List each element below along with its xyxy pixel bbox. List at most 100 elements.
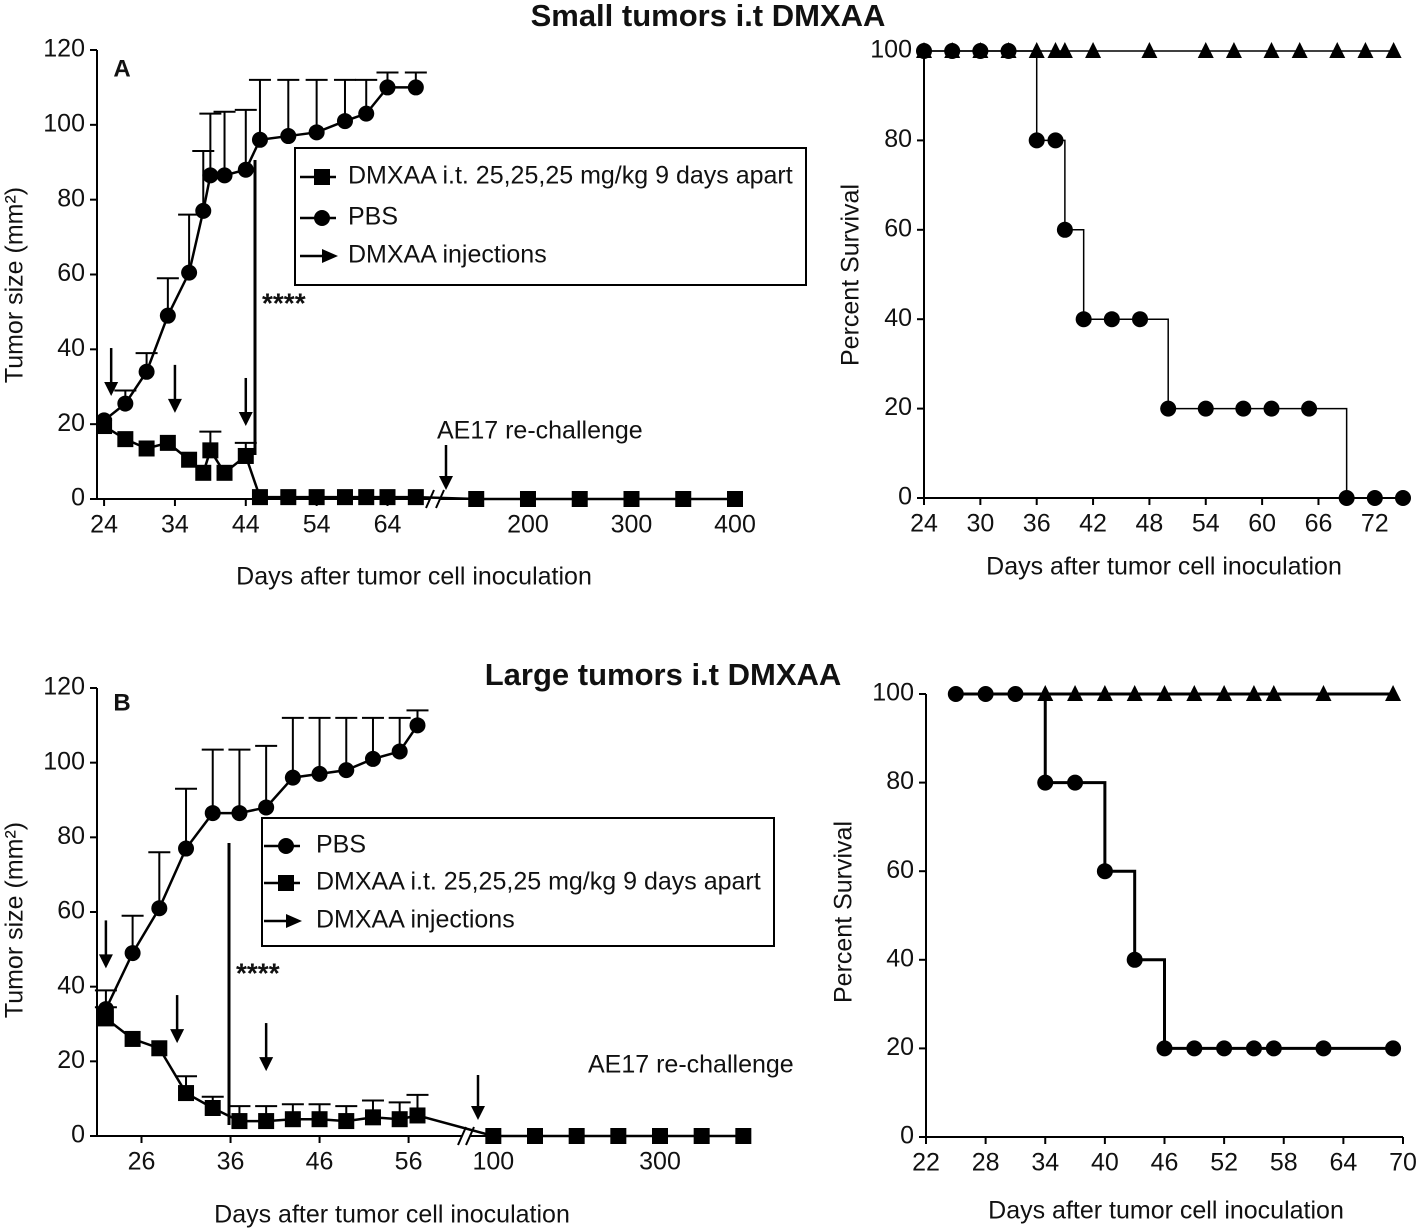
axis-break (457, 1126, 467, 1146)
y-tick-label: 60 (57, 897, 85, 925)
error-bar (201, 748, 224, 814)
data-point (280, 489, 297, 506)
data-point (1366, 490, 1383, 506)
data-point (379, 489, 396, 506)
data-point (1235, 400, 1252, 417)
data-point (124, 945, 141, 962)
x-tick-label: 24 (90, 511, 118, 539)
injection-arrow-head (170, 1029, 185, 1044)
x-tick-label: 400 (714, 511, 756, 539)
data-point (216, 464, 233, 481)
legend-box (261, 817, 775, 947)
axis-break (425, 489, 435, 509)
y-tick-label: 0 (71, 484, 85, 512)
data-point (195, 202, 212, 219)
data-point (1037, 685, 1054, 701)
data-point (138, 440, 155, 457)
data-point (1096, 685, 1113, 701)
data-point (1265, 1040, 1282, 1057)
injection-arrow-head (104, 382, 119, 397)
y-tick-label: 80 (57, 184, 85, 212)
y-tick-label: 100 (870, 36, 912, 64)
data-point (1132, 311, 1149, 328)
data-point (1103, 311, 1120, 328)
data-point (1096, 863, 1113, 880)
x-tick-label: 200 (507, 511, 549, 539)
data-point (204, 805, 221, 822)
survival-step (1134, 958, 1166, 1049)
data-point (364, 1109, 381, 1126)
data-point (336, 113, 353, 130)
data-point (1056, 42, 1073, 58)
data-point (181, 451, 198, 468)
y-tick-label: 20 (57, 1046, 85, 1074)
y-tick-label: 40 (886, 944, 914, 972)
legend-marker (278, 838, 294, 854)
x-tick-label: 36 (217, 1148, 245, 1176)
y-tick-label: 100 (43, 109, 85, 137)
error-bar (228, 748, 251, 814)
data-point (944, 43, 961, 59)
data-point (391, 743, 408, 760)
y-tick-label: 100 (872, 679, 914, 707)
data-point (407, 79, 424, 96)
data-point (1329, 42, 1346, 58)
y-tick-label: 120 (43, 673, 85, 701)
data-point (251, 489, 268, 506)
data-point (181, 264, 198, 281)
survival-step (1140, 318, 1169, 409)
x-tick-label: 64 (374, 511, 402, 539)
data-point (1338, 490, 1355, 506)
data-point (675, 491, 692, 507)
y-axis-label: Percent Survival (830, 821, 858, 1003)
x-tick-label: 72 (1361, 510, 1389, 538)
legend-marker (278, 875, 294, 891)
arrow-head (439, 476, 453, 490)
x-tick-label: 34 (1031, 1149, 1059, 1177)
data-point (468, 491, 485, 507)
data-point (284, 769, 301, 786)
chart-title: Large tumors i.t DMXAA (485, 657, 842, 692)
y-axis-label: Tumor size (mm²) (1, 187, 29, 383)
data-point (151, 1040, 168, 1057)
x-tick-label: 70 (1389, 1149, 1417, 1177)
data-point (284, 1111, 301, 1128)
x-tick-label: 44 (232, 511, 260, 539)
data-point (97, 1010, 114, 1027)
data-point (1156, 685, 1173, 701)
data-point (519, 491, 536, 507)
data-point (178, 1085, 195, 1102)
x-tick-label: 34 (161, 511, 189, 539)
data-point (1301, 400, 1318, 417)
data-point (311, 1111, 328, 1128)
data-point (1315, 1040, 1332, 1057)
data-point (358, 105, 375, 122)
data-point (1216, 685, 1233, 701)
y-tick-label: 40 (57, 971, 85, 999)
y-tick-label: 20 (886, 1033, 914, 1061)
data-point (1357, 42, 1374, 58)
data-point (527, 1128, 543, 1144)
data-point (1160, 400, 1177, 417)
data-point (124, 1030, 141, 1047)
data-point (1385, 42, 1402, 58)
data-point (1156, 1040, 1173, 1057)
data-point (571, 491, 588, 507)
x-tick-label: 36 (1023, 510, 1051, 538)
data-point (610, 1128, 627, 1144)
data-point (379, 79, 396, 96)
panel-label: A (113, 55, 130, 82)
data-point (358, 489, 375, 506)
y-axis-label: Tumor size (mm²) (1, 822, 29, 1018)
data-point (338, 1113, 355, 1130)
data-point (1037, 774, 1054, 791)
survival-step (1064, 229, 1085, 320)
error-bar (148, 851, 171, 909)
legend-label: DMXAA i.t. 25,25,25 mg/kg 9 days apart (316, 868, 761, 896)
data-point (1047, 132, 1064, 149)
x-tick-label: 100 (472, 1148, 514, 1176)
data-point (159, 434, 176, 451)
error-bar (281, 716, 304, 778)
data-point (1263, 400, 1280, 417)
x-axis-label: Days after tumor cell inoculation (988, 1197, 1344, 1225)
